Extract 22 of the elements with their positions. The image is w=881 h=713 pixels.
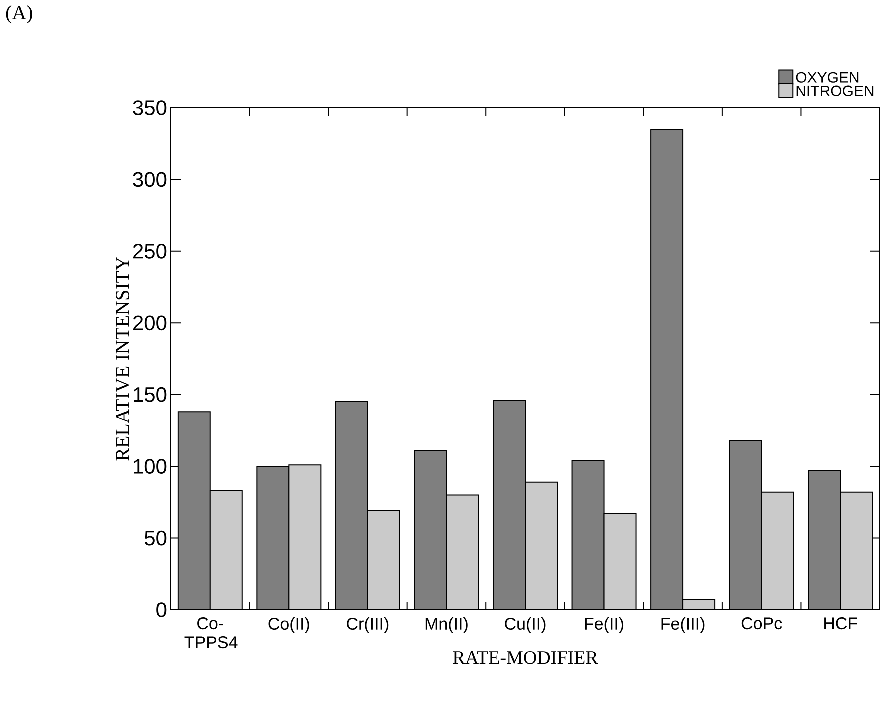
y-tick-label: 0 xyxy=(156,602,167,618)
y-tick-label: 300 xyxy=(133,172,167,188)
x-tick-label: Co(II) xyxy=(268,618,310,634)
x-tick-label: Mn(II) xyxy=(426,618,468,634)
x-tick-label: CoPc xyxy=(742,618,782,630)
y-tick-label: 250 xyxy=(133,244,167,259)
y-axis-title: RELATIVE INTENSITY xyxy=(116,257,130,461)
x-tick-label: Cr(III) xyxy=(347,618,389,634)
y-tick-label: 200 xyxy=(133,316,167,331)
x-tick-label: Fe(III) xyxy=(662,618,705,634)
legend-label: NITROGEN xyxy=(796,86,874,96)
x-tick-label: Fe(II) xyxy=(585,618,624,634)
x-tick-label: HCF xyxy=(824,618,858,630)
x-tick-label: Co- TPPS4 xyxy=(184,618,238,649)
x-axis-title: RATE-MODIFIER xyxy=(453,651,598,664)
y-tick-label: 350 xyxy=(133,100,167,116)
text: (A) xyxy=(6,6,32,24)
y-tick-label: 150 xyxy=(134,387,167,402)
legend-label: OXYGEN xyxy=(796,72,859,83)
y-tick-label: 50 xyxy=(144,530,167,546)
y-tick-label: 100 xyxy=(134,459,167,474)
x-tick-label: Cu(II) xyxy=(505,618,546,634)
